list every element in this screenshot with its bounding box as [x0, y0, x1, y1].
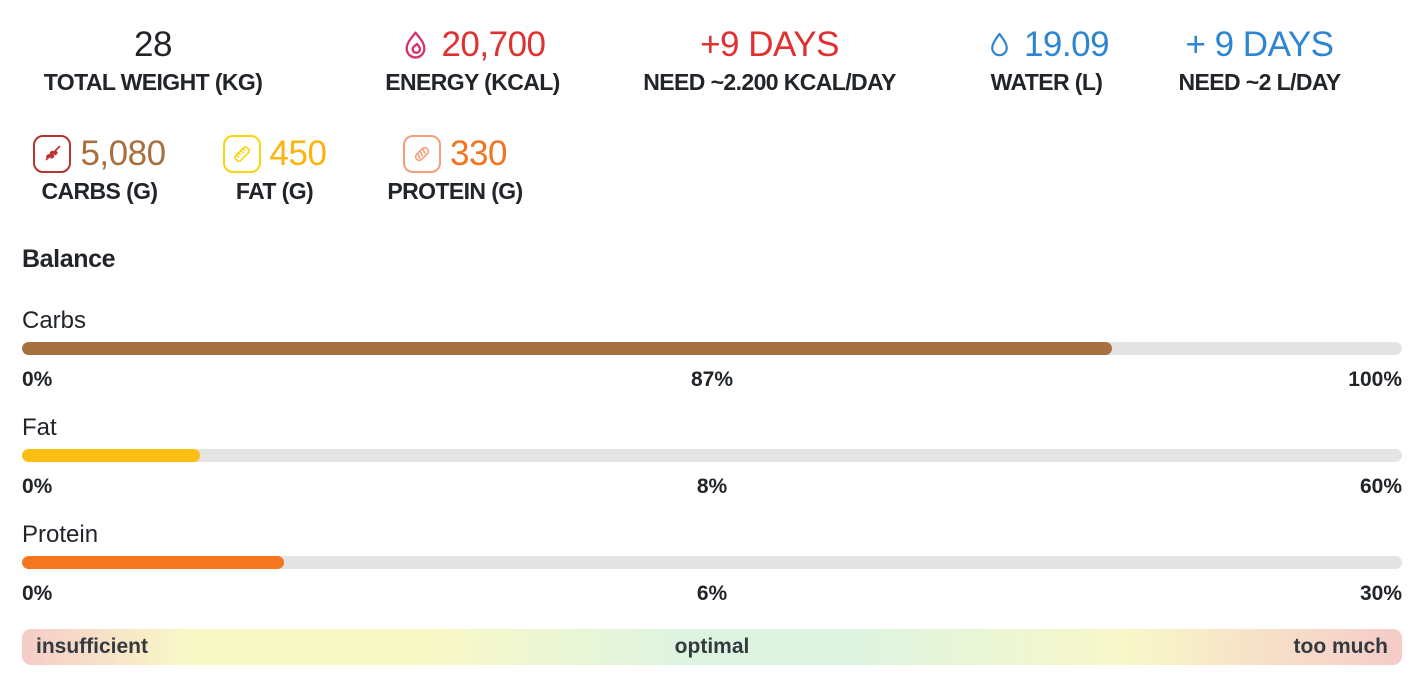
fat-min-label: 0% — [22, 475, 53, 498]
flame-icon — [399, 29, 432, 62]
protein-value: 330 — [450, 134, 507, 173]
carbs-max-label: 100% — [1348, 368, 1402, 391]
meat-icon — [403, 135, 442, 173]
protein-value-label: 6% — [696, 582, 728, 605]
carbs-bar-name: Carbs — [22, 307, 87, 334]
butter-icon — [222, 135, 261, 173]
balance-bar-protein: Protein 0% 6% 30% — [22, 521, 1402, 608]
droplet-icon — [984, 30, 1015, 61]
stat-protein: 330 PROTEIN (G) — [370, 133, 540, 206]
balance-bar-fat: Fat 0% 8% 60% — [22, 414, 1402, 501]
energy-value: 20,700 — [441, 25, 546, 64]
stat-fat: 450 FAT (G) — [217, 133, 332, 206]
carbs-bar-fill — [22, 342, 1113, 355]
stat-carbs: 5,080 CARBS (G) — [22, 133, 177, 206]
total-weight-label: TOTAL WEIGHT (KG) — [43, 69, 263, 95]
carbs-min-label: 0% — [22, 368, 53, 391]
carbs-bar-track — [22, 342, 1402, 355]
water-label: WATER (L) — [990, 69, 1103, 95]
energy-days-label: NEED ~2.200 KCAL/DAY — [643, 69, 896, 95]
legend-optimal-label: optimal — [674, 635, 750, 658]
fat-bar-fill — [22, 449, 201, 462]
fat-bar-name: Fat — [22, 414, 57, 441]
carbs-value-label: 87% — [690, 368, 734, 391]
stat-water: 19.09 WATER (L) — [975, 24, 1118, 97]
fat-value-label: 8% — [696, 475, 728, 498]
fat-max-label: 60% — [1359, 475, 1402, 498]
legend-too-much-label: too much — [1293, 635, 1389, 658]
protein-label: PROTEIN (G) — [387, 178, 523, 204]
carbs-value: 5,080 — [80, 134, 166, 173]
legend-insufficient-label: insufficient — [36, 635, 149, 658]
energy-label: ENERGY (KCAL) — [385, 69, 560, 95]
protein-bar-name: Protein — [22, 521, 99, 548]
fat-value: 450 — [269, 134, 327, 173]
primary-stats-row: 28 TOTAL WEIGHT (KG) 20,700 ENERGY (KCAL… — [22, 24, 1402, 97]
carbs-label: CARBS (G) — [41, 178, 159, 204]
wheat-icon — [33, 135, 72, 173]
nutrition-dashboard: 28 TOTAL WEIGHT (KG) 20,700 ENERGY (KCAL… — [22, 24, 1402, 665]
energy-days-value: +9 DAYS — [700, 25, 839, 64]
stat-energy: 20,700 ENERGY (KCAL) — [370, 24, 575, 97]
stat-total-weight: 28 TOTAL WEIGHT (KG) — [22, 24, 284, 97]
stat-energy-days: +9 DAYS NEED ~2.200 KCAL/DAY — [620, 24, 919, 97]
balance-legend-bar: insufficient optimal too much — [22, 629, 1402, 665]
water-value: 19.09 — [1023, 25, 1110, 64]
protein-bar-fill — [22, 556, 285, 569]
macro-stats-row: 5,080 CARBS (G) 450 FAT (G) — [22, 133, 1402, 206]
fat-label: FAT (G) — [235, 178, 314, 204]
protein-bar-track — [22, 556, 1402, 569]
fat-bar-track — [22, 449, 1402, 462]
stat-water-days: + 9 DAYS NEED ~2 L/DAY — [1161, 24, 1358, 97]
balance-bar-carbs: Carbs 0% 87% 100% — [22, 307, 1402, 394]
protein-min-label: 0% — [22, 582, 53, 605]
balance-heading: Balance — [22, 245, 116, 273]
protein-max-label: 30% — [1359, 582, 1402, 605]
water-days-label: NEED ~2 L/DAY — [1178, 69, 1342, 95]
water-days-value: + 9 DAYS — [1185, 25, 1334, 64]
total-weight-value: 28 — [134, 25, 172, 64]
